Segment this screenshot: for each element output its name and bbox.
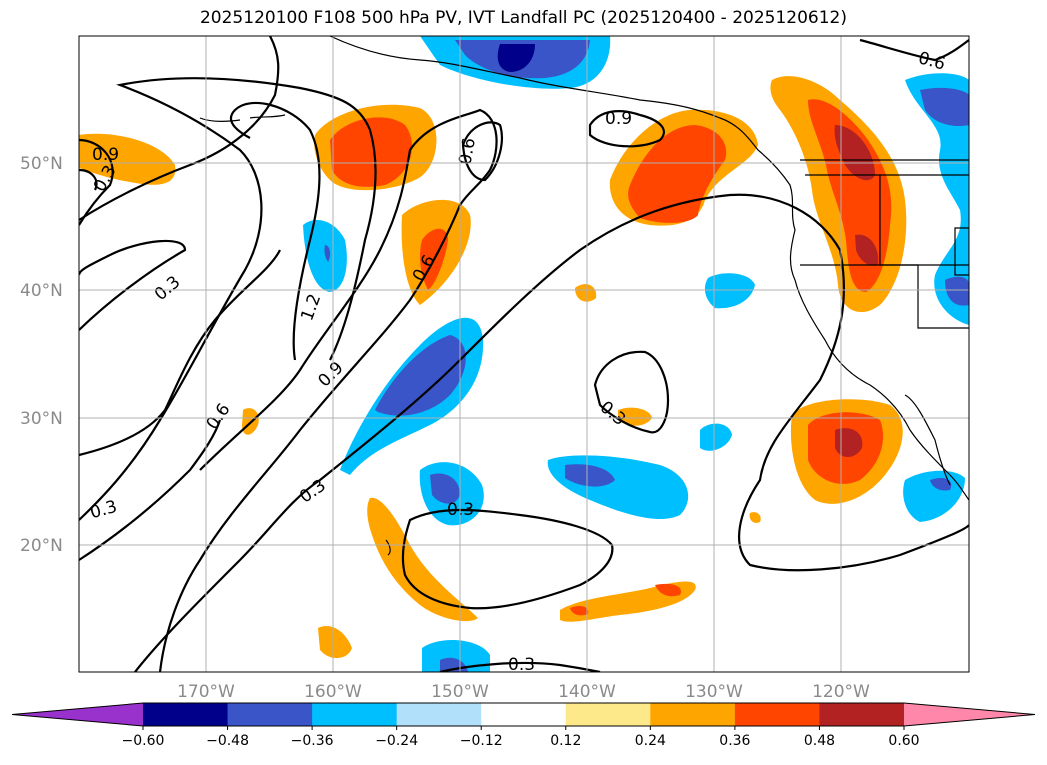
contour-line xyxy=(79,239,187,331)
colorbar-swatch xyxy=(565,703,651,726)
colorbar-tick-label: 0.24 xyxy=(635,733,666,749)
coastlines xyxy=(199,36,969,556)
colorbar-tick-label: −0.24 xyxy=(375,733,418,749)
pv-contours xyxy=(79,36,969,672)
colorbar-tick-label: −0.48 xyxy=(206,733,249,749)
colorbar-tick-label: −0.12 xyxy=(460,733,503,749)
map-title: 2025120100 F108 500 hPa PV, IVT Landfall… xyxy=(199,8,847,28)
contour-line xyxy=(593,350,670,434)
colorbar-tick-label: 0.48 xyxy=(804,733,835,749)
colorbar-extend-min xyxy=(12,703,143,726)
colorbar-swatch xyxy=(650,703,736,726)
contour-line xyxy=(79,168,98,191)
contour-line xyxy=(134,193,969,672)
lat-label: 20°N xyxy=(20,536,63,556)
colorbar-tick-label: −0.36 xyxy=(291,733,334,749)
colorbar-swatch xyxy=(396,703,482,726)
colorbar-tick-label: 0.60 xyxy=(888,733,919,749)
colorbar-swatch xyxy=(481,703,567,726)
contour-line xyxy=(588,110,665,148)
contour-label: 0.3 xyxy=(508,655,535,675)
contour-line xyxy=(79,419,222,561)
contour-label: 0.9 xyxy=(605,109,632,129)
contour-line xyxy=(79,138,114,226)
contour-line xyxy=(461,121,503,182)
contour-line xyxy=(401,508,614,610)
lat-label: 40°N xyxy=(20,281,63,301)
colorbar-swatch xyxy=(734,703,820,726)
neg-region-canada xyxy=(905,73,969,325)
pos-region-west xyxy=(79,133,176,185)
colorbar-swatch xyxy=(143,703,229,726)
colorbar-tick-label: 0.36 xyxy=(719,733,750,749)
contour-line xyxy=(79,77,377,521)
contour-line xyxy=(859,38,969,62)
map-frame xyxy=(78,35,970,673)
lon-label: 170°W xyxy=(177,682,235,702)
gridlines xyxy=(79,36,969,672)
colorbar-swatch xyxy=(227,703,313,726)
contour-line xyxy=(158,108,498,672)
contour-label: 0.3 xyxy=(447,500,474,520)
pos-region-south xyxy=(367,497,478,622)
lon-label: 140°W xyxy=(558,682,616,702)
colorbar-swatch xyxy=(819,703,905,726)
contour-line xyxy=(79,36,280,221)
contour-line xyxy=(79,249,281,457)
colorbar-extend-max xyxy=(904,703,1035,726)
lon-label: 130°W xyxy=(685,682,743,702)
negative-shading xyxy=(303,36,969,672)
colorbar-tick-label: −0.60 xyxy=(122,733,165,749)
lon-label: 160°W xyxy=(304,682,362,702)
lon-label: 120°W xyxy=(812,682,870,702)
lat-axis: 50°N 40°N 30°N 20°N xyxy=(20,154,63,556)
colorbar-tick-label: 0.12 xyxy=(550,733,581,749)
colorbar-swatch xyxy=(312,703,398,726)
contour-line xyxy=(439,661,601,672)
lon-axis: 170°W 160°W 150°W 140°W 130°W 120°W xyxy=(177,682,870,702)
lat-label: 30°N xyxy=(20,409,63,429)
colorbar: −0.60 −0.48 −0.36 −0.24 −0.12 0.12 0.24 0.36 0.4… xyxy=(11,702,1036,749)
contour-line xyxy=(229,101,321,361)
lon-label: 150°W xyxy=(431,682,489,702)
lat-label: 50°N xyxy=(20,154,63,174)
contour-label: 0.9 xyxy=(92,145,119,165)
